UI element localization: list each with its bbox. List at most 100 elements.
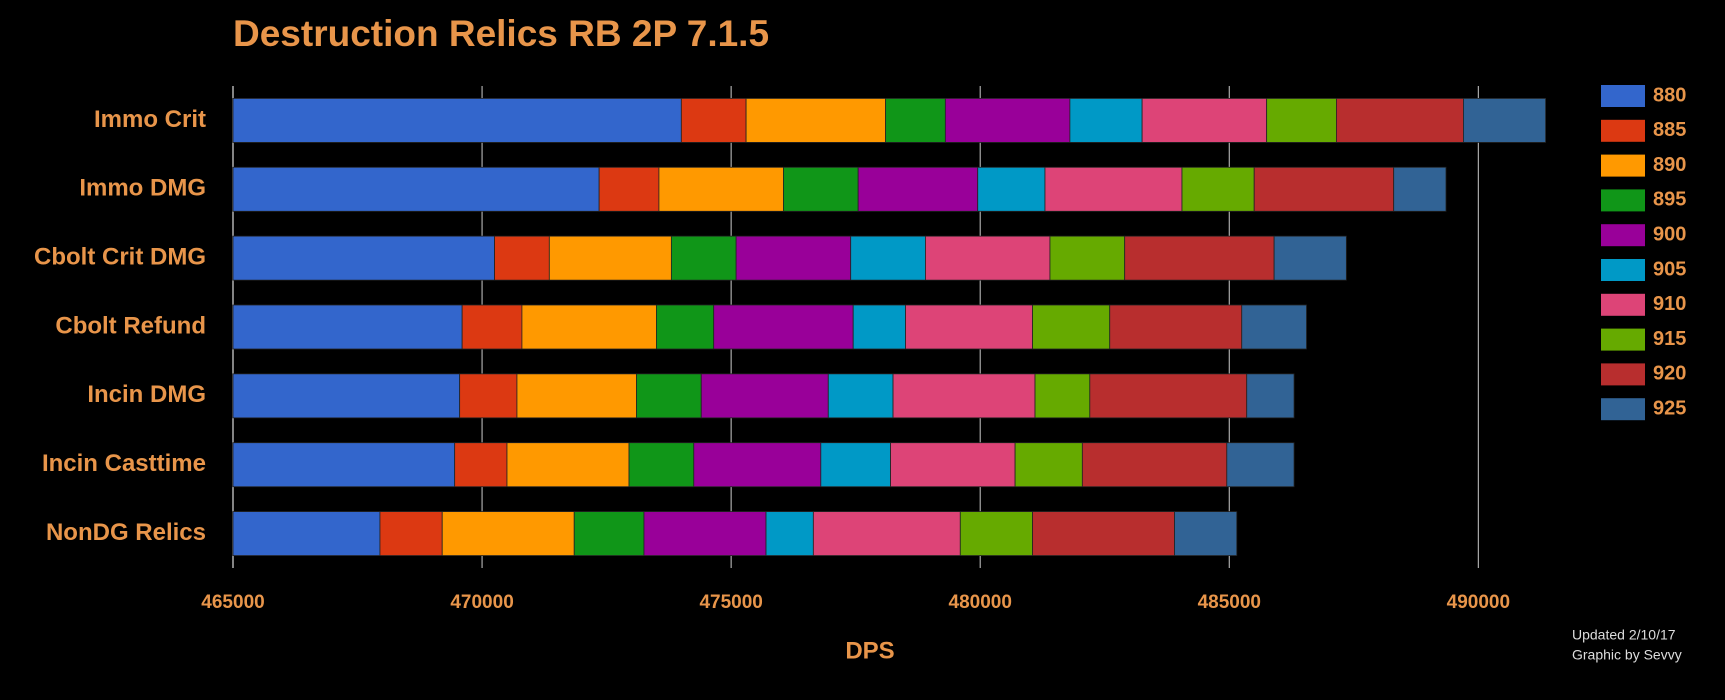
bar-segment: [573, 511, 645, 556]
bar-segment: [1253, 166, 1395, 212]
bar-segment: [656, 304, 715, 350]
y-tick-label: NonDG Relics: [46, 519, 206, 546]
bar-segment: [1393, 166, 1447, 212]
legend-label: 915: [1653, 328, 1686, 350]
legend-swatch: [1601, 293, 1645, 316]
bar-segment: [1273, 235, 1347, 281]
bar-segment: [548, 235, 672, 281]
bar-segment: [516, 373, 637, 419]
bar-segment: [441, 511, 575, 556]
bar-segment: [1174, 511, 1238, 556]
y-tick-label: Cbolt Crit DMG: [34, 243, 206, 270]
bar-segment: [857, 166, 979, 212]
bar-segment: [850, 235, 926, 281]
bar-segment: [1181, 166, 1255, 212]
bar-segment: [783, 166, 859, 212]
bar-segment: [1049, 235, 1126, 281]
bar-segment: [1089, 373, 1248, 419]
bar-segment: [852, 304, 906, 350]
bar-segment: [521, 304, 657, 350]
bar-segment: [461, 304, 523, 350]
bar-segment: [232, 166, 600, 212]
bar-segment: [232, 235, 495, 281]
bar-segment: [944, 98, 1071, 143]
x-tick-label: 470000: [450, 592, 513, 613]
bar-segment: [700, 373, 829, 419]
legend-swatch: [1601, 119, 1645, 142]
y-tick-label: Cbolt Refund: [55, 312, 206, 339]
legend-swatch: [1601, 154, 1645, 177]
x-tick-label: 480000: [949, 592, 1012, 613]
bar-segment: [1463, 98, 1547, 143]
bar-segment: [232, 373, 461, 419]
bar-segment: [643, 511, 767, 556]
bar-segment: [628, 442, 695, 488]
legend-label: 880: [1653, 84, 1686, 106]
bar-segment: [713, 304, 854, 350]
bar-segment: [1124, 235, 1275, 281]
x-tick-label: 475000: [699, 592, 762, 613]
y-tick-label: Incin Casttime: [42, 450, 206, 477]
bar-segment: [1241, 304, 1307, 350]
bar-segment: [977, 166, 1046, 212]
bar-segment: [1109, 304, 1243, 350]
bar-segment: [892, 373, 1036, 419]
legend-swatch: [1601, 189, 1645, 212]
note: Updated 2/10/17: [1572, 627, 1676, 643]
bar-segment: [1266, 98, 1337, 143]
y-tick-label: Immo DMG: [79, 175, 206, 202]
bar-segment: [1141, 98, 1268, 143]
bar-segment: [1246, 373, 1295, 419]
bar-segment: [1014, 442, 1083, 488]
bar-segment: [885, 98, 946, 143]
y-tick-label: Incin DMG: [87, 381, 206, 408]
bar-segment: [1226, 442, 1295, 488]
legend-label: 925: [1653, 397, 1686, 419]
bar-segment: [812, 511, 961, 556]
legend-swatch: [1601, 363, 1645, 386]
bar-segment: [745, 98, 886, 143]
x-tick-label: 485000: [1198, 592, 1261, 613]
bar-segment: [693, 442, 822, 488]
bar-segment: [1034, 373, 1091, 419]
bar-segment: [680, 98, 747, 143]
legend-label: 900: [1653, 223, 1686, 245]
bar-segment: [670, 235, 737, 281]
note: Graphic by Sevvy: [1572, 647, 1682, 663]
bar-segment: [890, 442, 1016, 488]
legend-swatch: [1601, 259, 1645, 281]
chart-title: Destruction Relics RB 2P 7.1.5: [233, 13, 769, 54]
legend-label: 910: [1653, 293, 1686, 315]
bar-segment: [598, 166, 660, 212]
bar-segment: [765, 511, 814, 556]
bar-segment: [1032, 511, 1175, 556]
bar-segment: [1081, 442, 1228, 488]
bar-segment: [1032, 304, 1111, 350]
bar-segment: [636, 373, 702, 419]
legend-swatch: [1601, 224, 1645, 247]
x-tick-label: 465000: [201, 592, 264, 613]
bar-segment: [454, 442, 508, 488]
bar-segment: [506, 442, 630, 488]
bar-segment: [232, 304, 463, 350]
bar-segment: [905, 304, 1033, 350]
bar-segment: [232, 98, 682, 143]
bar-segment: [1044, 166, 1183, 212]
bar-segment: [232, 442, 456, 488]
bar-segment: [827, 373, 894, 419]
legend-swatch: [1601, 398, 1645, 421]
x-axis-label: DPS: [845, 637, 894, 664]
bar-segment: [459, 373, 518, 419]
legend-label: 895: [1653, 189, 1686, 211]
bar-segment: [232, 511, 381, 556]
legend-label: 920: [1653, 363, 1686, 385]
bar-segment: [925, 235, 1051, 281]
legend-swatch: [1601, 328, 1645, 351]
bar-segment: [1069, 98, 1143, 143]
bar-segment: [820, 442, 891, 488]
bar-segment: [658, 166, 784, 212]
legend-label: 890: [1653, 154, 1686, 176]
legend-swatch: [1601, 85, 1645, 107]
y-tick-label: Immo Crit: [94, 106, 206, 133]
